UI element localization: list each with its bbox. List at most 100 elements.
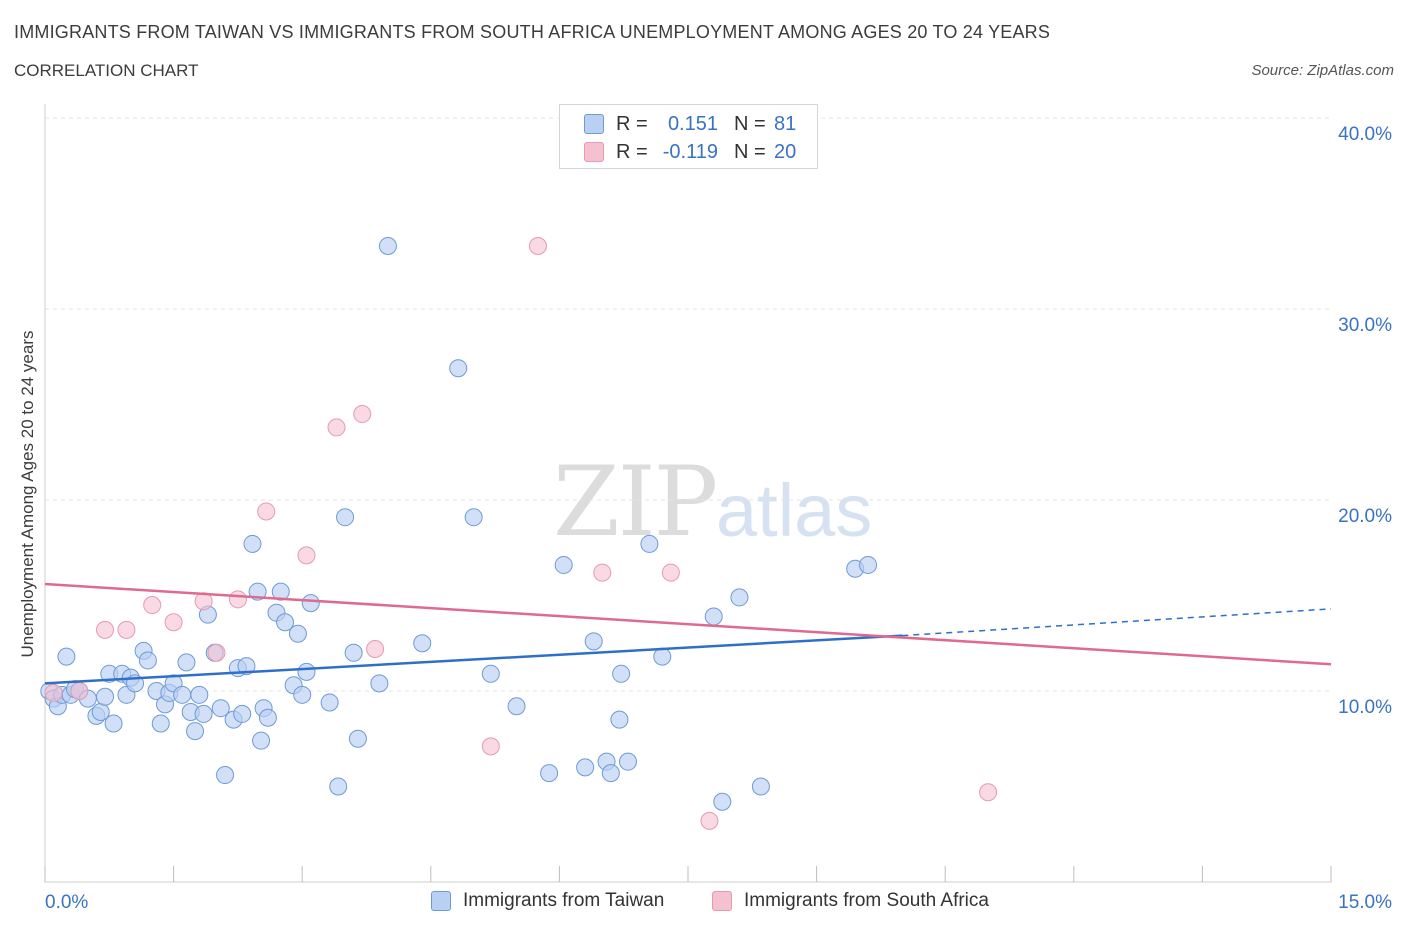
- taiwan-point: [507, 697, 526, 716]
- r-value: 0.151: [667, 112, 718, 135]
- watermark-atlas: atlas: [716, 469, 873, 552]
- south-africa-point: [117, 620, 136, 639]
- south-africa-point: [353, 405, 372, 424]
- south-africa-point: [366, 639, 385, 658]
- taiwan-point: [378, 236, 397, 255]
- taiwan-point: [258, 708, 277, 727]
- south-africa-point: [143, 596, 162, 615]
- taiwan-point: [301, 594, 320, 613]
- taiwan-point: [751, 777, 770, 796]
- taiwan-points: [40, 236, 878, 811]
- y-tick-label: 10.0%: [1338, 697, 1392, 718]
- taiwan-point: [216, 766, 235, 785]
- taiwan-point: [713, 792, 732, 811]
- taiwan-point: [859, 555, 878, 574]
- south-africa-point: [481, 737, 500, 756]
- taiwan-point: [464, 508, 483, 527]
- south-africa-point: [207, 643, 226, 662]
- n-value: 20: [774, 140, 797, 163]
- south-africa-point: [528, 236, 547, 255]
- south-africa-point: [257, 502, 276, 521]
- n-value: 81: [774, 112, 797, 135]
- taiwan-point: [481, 664, 500, 683]
- south-africa-point: [979, 783, 998, 802]
- taiwan-point: [601, 764, 620, 783]
- axes: [44, 104, 1332, 883]
- south-africa-point: [593, 563, 612, 582]
- legend-row-taiwan: R = 0.151 N = 81: [584, 112, 796, 136]
- taiwan-trend-line: [44, 634, 903, 685]
- taiwan-point: [96, 687, 115, 706]
- taiwan-point: [211, 699, 230, 718]
- taiwan-swatch: [431, 891, 451, 911]
- south-africa-legend-label: Immigrants from South Africa: [744, 890, 989, 911]
- taiwan-point: [288, 624, 307, 643]
- taiwan-point: [151, 714, 170, 733]
- y-tick-label: 30.0%: [1338, 315, 1392, 336]
- south-africa-point: [96, 620, 115, 639]
- taiwan-swatch: [584, 114, 604, 134]
- bottom-legend-taiwan: Immigrants from Taiwan: [431, 890, 664, 912]
- taiwan-trend-extension: [902, 608, 1332, 637]
- taiwan-point: [293, 685, 312, 704]
- trend-lines: [44, 582, 1332, 685]
- taiwan-point: [336, 508, 355, 527]
- source-label: Source: ZipAtlas.com: [1251, 62, 1394, 79]
- r-value: -0.119: [662, 140, 718, 163]
- taiwan-point: [297, 662, 316, 681]
- taiwan-point: [413, 634, 432, 653]
- taiwan-point: [584, 632, 603, 651]
- watermark-zip: ZIP: [553, 446, 718, 558]
- taiwan-point: [370, 674, 389, 693]
- taiwan-point: [554, 555, 573, 574]
- taiwan-point: [190, 685, 209, 704]
- taiwan-point: [271, 582, 290, 601]
- taiwan-point: [252, 731, 271, 750]
- taiwan-point: [177, 653, 196, 672]
- bottom-legend-south-africa: Immigrants from South Africa: [712, 890, 989, 912]
- x-tick-label: 0.0%: [45, 892, 88, 913]
- taiwan-point: [704, 607, 723, 626]
- taiwan-point: [194, 704, 213, 723]
- taiwan-point: [540, 764, 559, 783]
- chart-subtitle: CORRELATION CHART: [14, 61, 199, 80]
- taiwan-point: [276, 613, 295, 632]
- taiwan-point: [173, 685, 192, 704]
- tick-labels: 10.0% 20.0% 30.0% 40.0% 0.0% 15.0%: [45, 124, 1392, 913]
- south-africa-trend-line: [44, 582, 1332, 666]
- correlation-legend: R = 0.151 N = 81 R = -0.119 N = 20: [559, 104, 818, 169]
- r-label: R =: [616, 112, 648, 135]
- taiwan-point: [610, 710, 629, 729]
- taiwan-point: [612, 664, 631, 683]
- taiwan-legend-label: Immigrants from Taiwan: [463, 890, 665, 911]
- south-africa-points: [44, 236, 998, 830]
- south-africa-point: [297, 546, 316, 565]
- taiwan-point: [237, 657, 256, 676]
- chart-title: IMMIGRANTS FROM TAIWAN VS IMMIGRANTS FRO…: [14, 22, 1051, 42]
- taiwan-point: [138, 651, 157, 670]
- y-tick-label: 20.0%: [1338, 506, 1392, 527]
- south-africa-point: [327, 418, 346, 437]
- taiwan-point: [344, 643, 363, 662]
- taiwan-point: [57, 647, 76, 666]
- taiwan-point: [618, 752, 637, 771]
- south-africa-point: [164, 613, 183, 632]
- taiwan-point: [104, 714, 123, 733]
- n-label: N =: [734, 140, 766, 163]
- south-africa-point: [661, 563, 680, 582]
- south-africa-swatch: [584, 142, 604, 162]
- taiwan-point: [320, 693, 339, 712]
- taiwan-point: [730, 588, 749, 607]
- south-africa-point: [700, 811, 719, 830]
- south-africa-point: [228, 590, 247, 609]
- legend-row-south-africa: R = -0.119 N = 20: [584, 140, 796, 164]
- taiwan-point: [348, 729, 367, 748]
- y-tick-label: 40.0%: [1338, 124, 1392, 145]
- taiwan-point: [576, 758, 595, 777]
- x-tick-label: 15.0%: [1338, 892, 1392, 913]
- taiwan-point: [243, 534, 262, 553]
- south-africa-swatch: [712, 891, 732, 911]
- taiwan-point: [186, 722, 205, 741]
- taiwan-point: [653, 647, 672, 666]
